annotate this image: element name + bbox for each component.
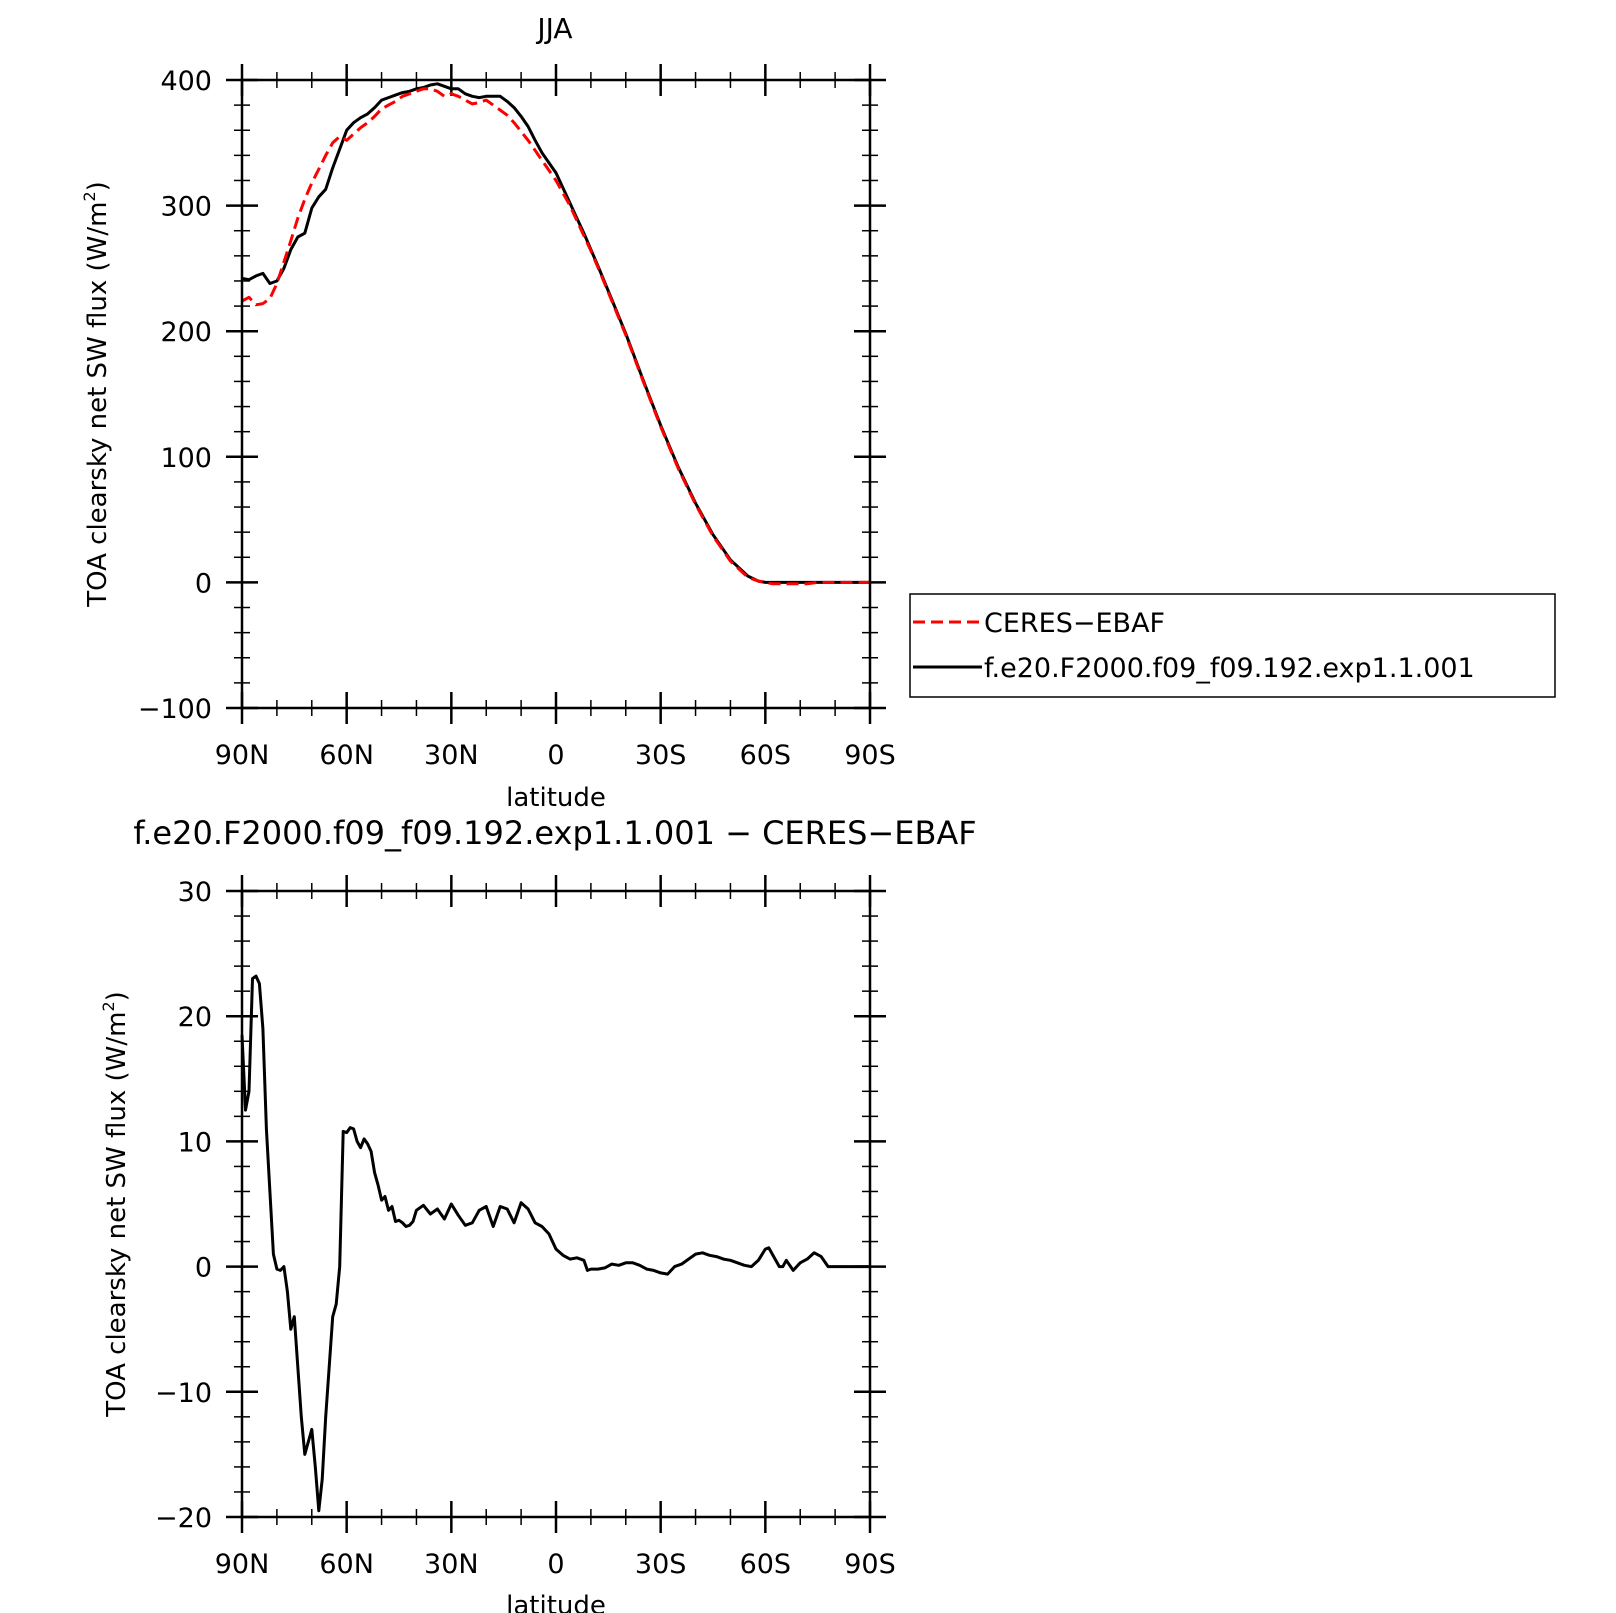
bottom-panel-x-axis-label: latitude [506, 1591, 606, 1613]
bottom-panel-y-axis-label-sup: 2 [99, 1001, 118, 1011]
bottom-x-tick-label: 90N [215, 1549, 270, 1580]
bottom-x-tick-label: 60N [319, 1549, 374, 1580]
top-panel-tick-labels: −100 0 100 200 300 400 90N 60N 30N 0 30S 60S 90S [138, 66, 896, 771]
bottom-x-tick-label: 90S [844, 1549, 896, 1580]
top-panel-frame [240, 78, 872, 710]
top-panel-y-axis-label-sup: 2 [80, 191, 99, 201]
top-panel-y-axis-label-close: ) [83, 181, 113, 191]
bottom-series-line-model [240, 974, 870, 1513]
top-x-tick-label: 0 [547, 740, 564, 771]
bottom-panel-title: f.e20.F2000.f09_f09.192.exp1.1.001 − CER… [133, 814, 976, 852]
bottom-y-tick-label: 10 [178, 1127, 212, 1158]
bottom-panel-y-axis-label: TOA clearsky net SW flux (W/m2) [99, 991, 132, 1418]
bottom-x-tick-label: 60S [740, 1549, 792, 1580]
top-panel: JJA −100 0 100 200 300 400 90N 60N 30N 0 30S 60S 90S… [80, 12, 1556, 813]
bottom-panel-y-axis-label-close: ) [102, 991, 132, 1001]
top-y-tick-label: 400 [160, 66, 212, 97]
top-y-tick-label: −100 [138, 694, 212, 725]
top-series-line-model [241, 82, 870, 584]
top-y-tick-label: 100 [160, 443, 212, 474]
legend-label-model: f.e20.F2000.f09_f09.192.exp1.1.001 [984, 653, 1475, 684]
bottom-y-tick-label: −20 [155, 1503, 212, 1534]
top-y-tick-label: 200 [160, 317, 212, 348]
bottom-x-tick-label: 30N [424, 1549, 479, 1580]
top-x-tick-label: 90S [844, 740, 896, 771]
bottom-panel-series [240, 974, 870, 1513]
top-x-tick-label: 60N [319, 740, 374, 771]
bottom-panel-y-axis-label-main: TOA clearsky net SW flux (W/m [102, 1012, 132, 1418]
top-panel-x-axis-label: latitude [506, 783, 606, 813]
top-y-tick-label: 0 [195, 568, 212, 599]
top-series-line-ceres [241, 87, 870, 586]
bottom-y-tick-label: 0 [195, 1253, 212, 1284]
top-panel-title: JJA [535, 12, 572, 45]
top-panel-y-axis-label-main: TOA clearsky net SW flux (W/m [83, 202, 113, 608]
top-panel-ticks [226, 64, 886, 724]
top-x-tick-label: 30N [424, 740, 479, 771]
legend-box [909, 593, 1556, 698]
bottom-y-tick-label: 30 [178, 877, 212, 908]
top-x-tick-label: 90N [215, 740, 270, 771]
top-y-tick-label: 300 [160, 192, 212, 223]
bottom-x-tick-label: 30S [635, 1549, 687, 1580]
legend-label-ceres: CERES−EBAF [984, 608, 1165, 639]
legend: CERES−EBAF f.e20.F2000.f09_f09.192.exp1.… [909, 593, 1556, 698]
bottom-panel: f.e20.F2000.f09_f09.192.exp1.1.001 − CER… [99, 814, 977, 1613]
top-panel-y-axis-label: TOA clearsky net SW flux (W/m2) [80, 181, 113, 608]
bottom-y-tick-label: −10 [155, 1378, 212, 1409]
bottom-y-tick-label: 20 [178, 1002, 212, 1033]
top-panel-series [241, 82, 870, 586]
bottom-panel-tick-labels: −20 −10 0 10 20 30 90N 60N 30N 0 30S 60S 90S [155, 877, 896, 1580]
top-x-tick-label: 60S [740, 740, 792, 771]
top-x-tick-label: 30S [635, 740, 687, 771]
bottom-x-tick-label: 0 [547, 1549, 564, 1580]
bottom-panel-frame [240, 889, 872, 1519]
